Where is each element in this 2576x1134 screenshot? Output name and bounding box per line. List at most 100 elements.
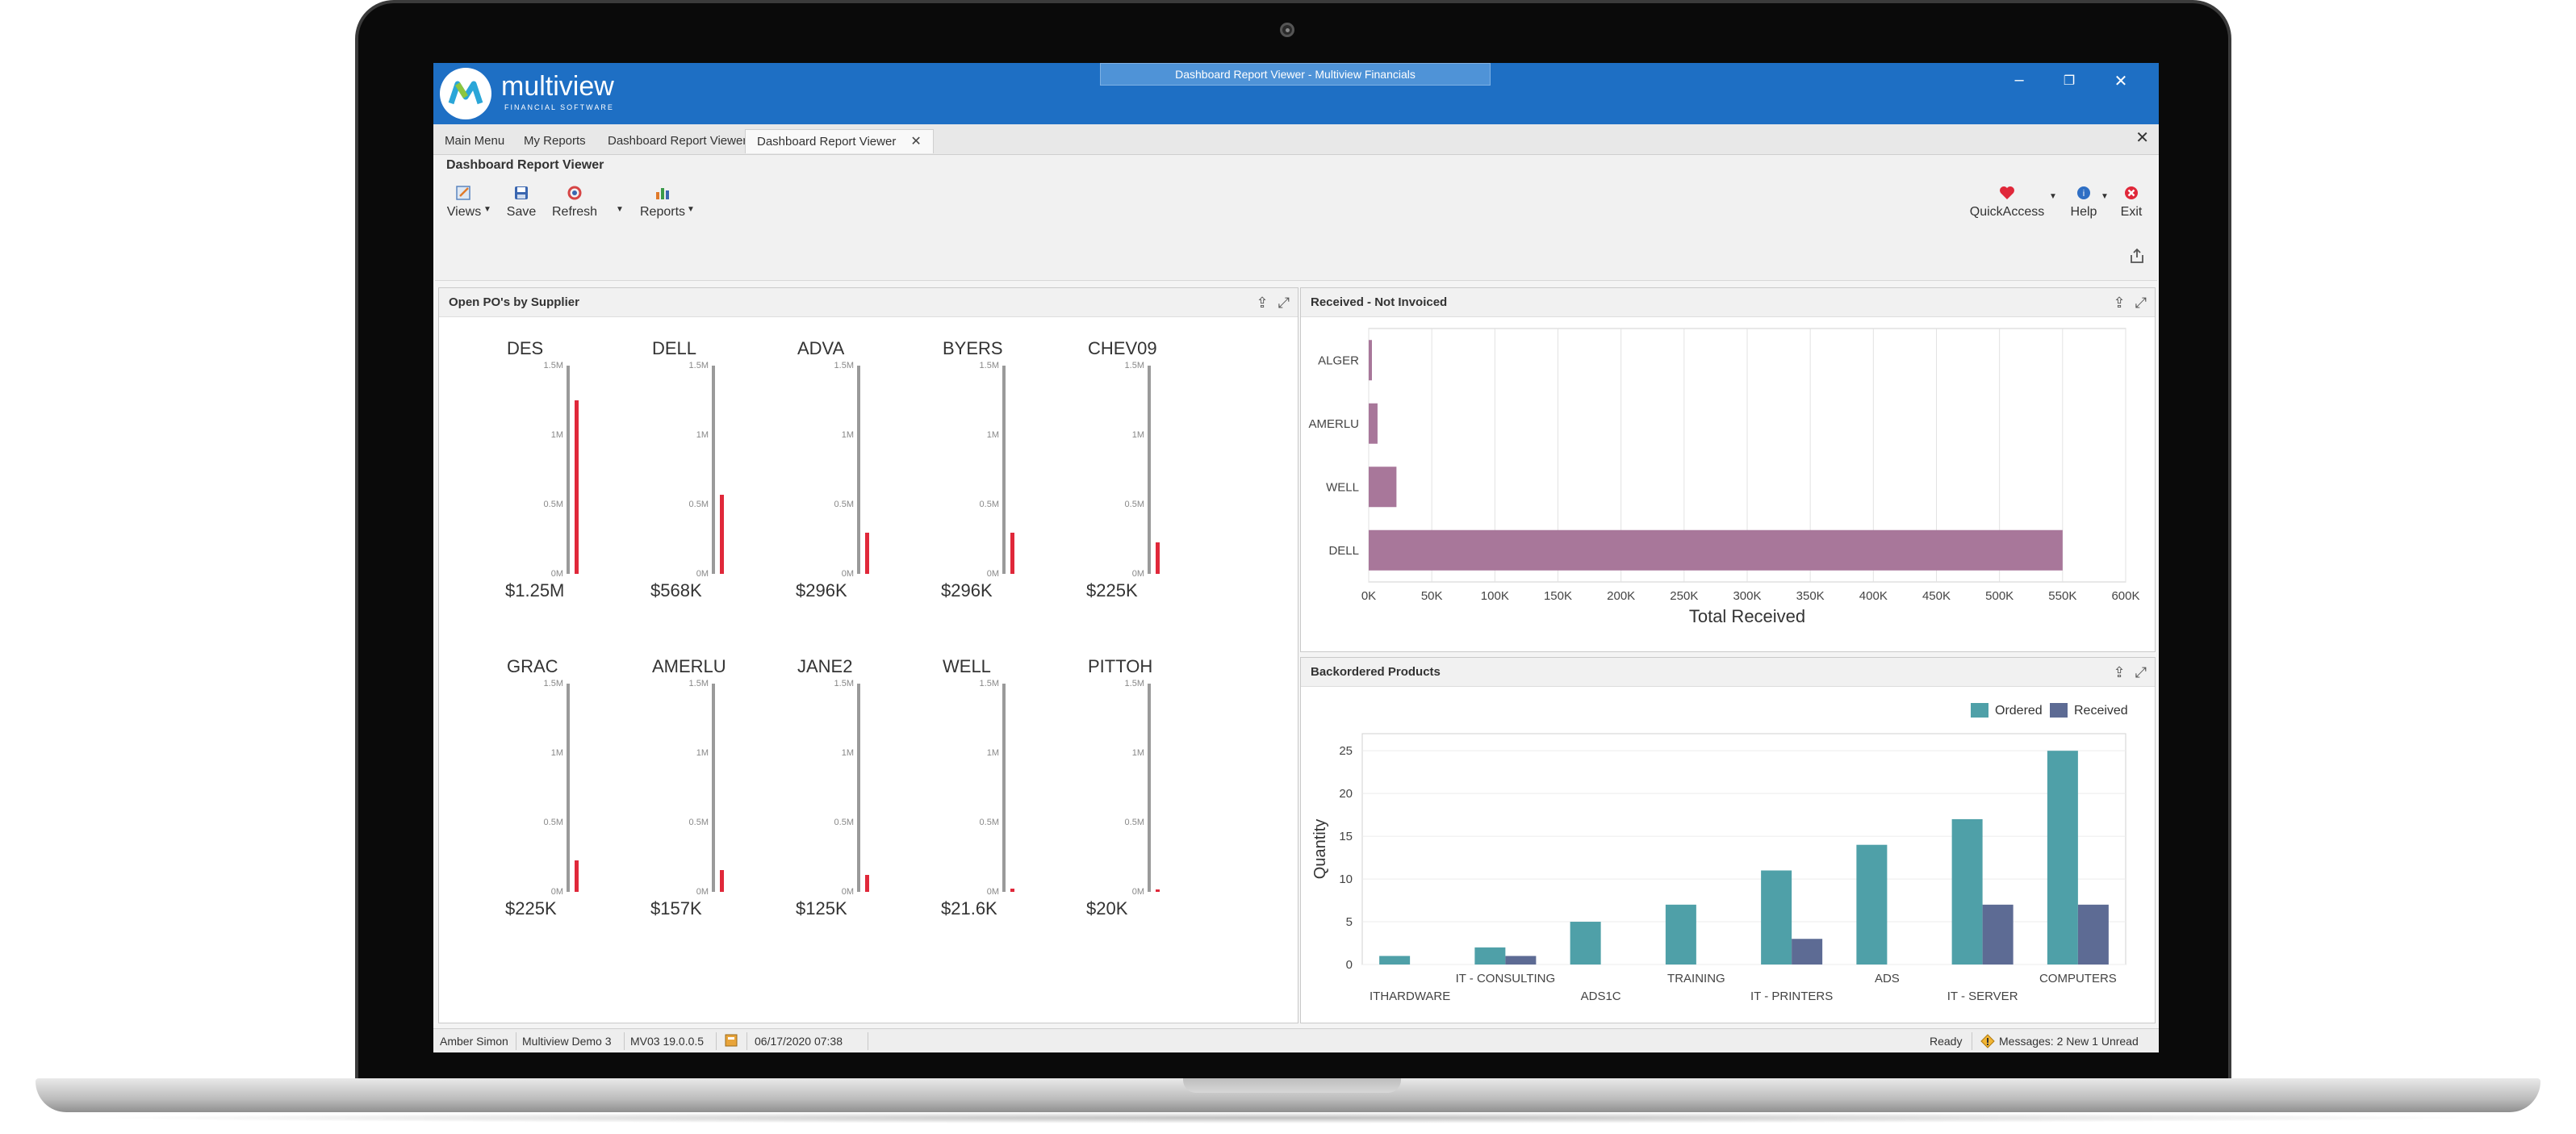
tab-dashboard-report-viewer[interactable]: Dashboard Report Viewer	[596, 129, 758, 153]
gauge-tick-label: 0.5M	[543, 818, 563, 827]
help-dropdown-icon[interactable]: ▼	[2101, 192, 2109, 201]
gauge-tick-label: 0.5M	[543, 500, 563, 509]
maximize-icon[interactable]: ⤢	[1278, 295, 1290, 311]
tab-label: Main Menu	[445, 134, 505, 148]
title-bar: multiview FINANCIAL SOFTWARE Dashboard R…	[433, 63, 2159, 124]
save-button[interactable]: Save	[501, 184, 542, 220]
y-category-label: WELL	[1326, 480, 1359, 494]
close-window-button[interactable]: ✕	[2114, 73, 2128, 90]
status-separator	[746, 1032, 747, 1050]
dashboard-export-icon[interactable]	[2128, 247, 2146, 269]
tab-close-icon[interactable]: ✕	[910, 135, 922, 149]
y-tick-label: 0	[1346, 958, 1353, 972]
gauge-value: $125K	[796, 898, 847, 918]
exit-label: Exit	[2120, 205, 2143, 219]
bar-ordered	[1761, 870, 1792, 965]
gauge-tick-label: 1.5M	[834, 679, 854, 688]
reports-dropdown-icon[interactable]: ▼	[687, 205, 695, 214]
y-category-label: ALGER	[1318, 354, 1359, 367]
x-category-label: IT - PRINTERS	[1750, 990, 1833, 1003]
panel-header: Open PO's by Supplier ⇪ ⤢	[439, 288, 1298, 317]
gauge-axis	[1148, 366, 1151, 574]
gauge-name: PITTOH	[1088, 656, 1153, 676]
x-tick-label: 250K	[1670, 589, 1698, 603]
refresh-button[interactable]: Refresh	[545, 184, 604, 220]
restore-button[interactable]: ❐	[2063, 74, 2076, 88]
bar-ordered	[1951, 818, 1983, 965]
maximize-icon[interactable]: ⤢	[2135, 295, 2147, 311]
maximize-icon[interactable]: ⤢	[2135, 664, 2147, 680]
calculator-icon[interactable]	[724, 1033, 738, 1050]
gauge-tick-label: 1.5M	[543, 361, 563, 370]
gauge-name: BYERS	[943, 338, 1003, 358]
x-tick-label: 550K	[2048, 589, 2076, 603]
gauge-tick-label: 1.5M	[688, 361, 709, 370]
tab-dashboard-report-viewer-active[interactable]: Dashboard Report Viewer ✕	[745, 129, 934, 153]
quickaccess-dropdown-icon[interactable]: ▼	[2049, 192, 2057, 201]
gauge-axis	[1148, 684, 1151, 892]
gauge-tick-label: 1M	[841, 430, 854, 440]
multiview-logo	[440, 68, 491, 119]
help-button[interactable]: i Help	[2064, 184, 2104, 220]
x-tick-label: 200K	[1607, 589, 1635, 603]
laptop-shadow	[73, 1112, 2503, 1124]
export-icon[interactable]: ⇪	[1256, 295, 1269, 311]
tab-my-reports[interactable]: My Reports	[512, 129, 597, 153]
y-tick-label: 5	[1346, 915, 1353, 929]
x-category-label: COMPUTERS	[2039, 972, 2117, 985]
tab-main-menu[interactable]: Main Menu	[433, 129, 516, 153]
views-label: Views	[446, 205, 482, 219]
gauge-tick-label: 0.5M	[979, 818, 999, 827]
gauge-bar	[575, 400, 579, 574]
export-icon[interactable]: ⇪	[2113, 295, 2126, 311]
quickaccess-button[interactable]: QuickAccess	[1962, 184, 2052, 220]
gauge-bar	[865, 533, 869, 574]
legend-swatch	[1971, 703, 1988, 718]
gauge-tick-label: 1M	[841, 748, 854, 758]
save-icon	[515, 186, 528, 199]
gauge-value: $1.25M	[505, 580, 565, 600]
gauge-bar	[1010, 889, 1014, 892]
gauge-tick-label: 1M	[550, 430, 563, 440]
reports-button[interactable]: Reports	[635, 184, 690, 220]
export-icon[interactable]: ⇪	[2113, 664, 2126, 680]
refresh-dropdown-icon[interactable]: ▼	[616, 205, 624, 214]
gauge-tick-label: 1M	[550, 748, 563, 758]
gauge-axis	[857, 366, 860, 574]
reports-label: Reports	[639, 205, 686, 219]
gauge-axis	[1002, 366, 1006, 574]
gauge-bar	[720, 495, 724, 574]
status-messages[interactable]: Messages: 2 New 1 Unread	[1999, 1035, 2139, 1048]
gauge-tick-label: 0M	[986, 569, 999, 579]
gauge-tick-label: 1.5M	[1124, 679, 1144, 688]
gauge-value: $296K	[796, 580, 847, 600]
minimize-button[interactable]: –	[2014, 71, 2024, 89]
exit-icon	[2125, 186, 2138, 199]
received-panel: Received - Not Invoiced ⇪ ⤢ 0K 50K 100K 150K…	[1300, 287, 2156, 652]
gauge-tick-label: 0.5M	[979, 500, 999, 509]
views-dropdown-icon[interactable]: ▼	[483, 205, 491, 214]
gauge-bar	[1156, 889, 1160, 892]
x-tick-label: 600K	[2111, 589, 2139, 603]
exit-button[interactable]: Exit	[2115, 184, 2147, 220]
bar	[1369, 529, 2063, 571]
ribbon-toolbar: Dashboard Report Viewer Views ▼ Save Ref…	[435, 155, 2157, 281]
status-ready: Ready	[1930, 1035, 1963, 1048]
views-button[interactable]: Views	[443, 184, 485, 220]
x-tick-label: 150K	[1544, 589, 1572, 603]
x-tick-label: 500K	[1985, 589, 2014, 603]
gauge-axis	[712, 366, 715, 574]
panel-tools: ⇪ ⤢	[2104, 664, 2147, 681]
y-tick-label: 25	[1339, 744, 1353, 758]
window-title: Dashboard Report Viewer - Multiview Fina…	[1100, 63, 1491, 86]
gauge-tick-label: 1.5M	[979, 679, 999, 688]
gauge-value: $20K	[1086, 898, 1128, 918]
bar-ordered	[2047, 751, 2078, 965]
gauge-tick-label: 0.5M	[688, 500, 709, 509]
close-all-tabs-icon[interactable]: ✕	[2135, 129, 2149, 147]
x-category-label: ITHARDWARE	[1370, 990, 1450, 1003]
webcam	[1280, 23, 1294, 37]
x-category-label: TRAINING	[1667, 972, 1725, 985]
gauge-axis	[567, 684, 570, 892]
x-tick-label: 350K	[1796, 589, 1825, 603]
